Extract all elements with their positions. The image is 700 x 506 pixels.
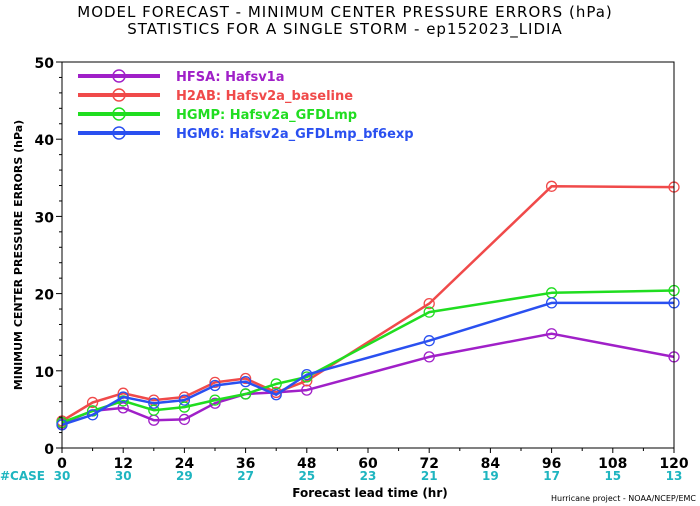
series-point-0-8 bbox=[301, 384, 313, 396]
case-count-24: 29 bbox=[176, 469, 193, 483]
legend-label-3: HGM6: Hafsv2a_GFDLmp_bf6exp bbox=[176, 127, 414, 142]
case-label: #CASE bbox=[0, 469, 45, 483]
series-point-0-4 bbox=[178, 413, 191, 426]
legend-marker-3 bbox=[112, 126, 126, 140]
series-point-2-9 bbox=[423, 306, 435, 318]
x-tick-label-60: 60 bbox=[358, 456, 378, 472]
series-layer bbox=[56, 180, 680, 431]
series-point-3-5 bbox=[209, 379, 221, 392]
case-count-72: 21 bbox=[421, 469, 438, 483]
x-tick-label-108: 108 bbox=[598, 456, 627, 472]
x-tick-label-12: 12 bbox=[113, 456, 132, 472]
x-tick-label-24: 24 bbox=[175, 456, 195, 472]
series-point-1-1 bbox=[86, 396, 99, 409]
x-tick-label-84: 84 bbox=[481, 456, 501, 472]
series-line-3 bbox=[61, 301, 674, 426]
series-point-3-10 bbox=[545, 297, 558, 309]
series-point-3-8 bbox=[301, 369, 313, 381]
case-count-84: 19 bbox=[482, 469, 499, 483]
chart-title-line-1: MODEL FORECAST - MINIMUM CENTER PRESSURE… bbox=[77, 3, 613, 21]
x-tick-label-96: 96 bbox=[542, 456, 561, 472]
y-tick-label-0: 0 bbox=[44, 442, 54, 458]
credit-text: Hurricane project - NOAA/NCEP/EMC bbox=[551, 494, 696, 503]
y-tick-label-20: 20 bbox=[35, 288, 55, 304]
series-point-3-1 bbox=[86, 409, 99, 421]
case-count-96: 17 bbox=[543, 469, 560, 483]
x-tick-label-120: 120 bbox=[659, 456, 688, 472]
case-count-120: 13 bbox=[666, 469, 683, 483]
legend-marker-0 bbox=[112, 69, 126, 83]
y-tick-label-30: 30 bbox=[35, 210, 55, 226]
case-count-0: 30 bbox=[54, 469, 71, 483]
series-point-1-9 bbox=[423, 297, 435, 310]
legend-label-1: H2AB: Hafsv2a_baseline bbox=[176, 89, 353, 104]
series-point-3-6 bbox=[239, 375, 252, 388]
series-point-2-6 bbox=[239, 388, 252, 400]
series-point-3-7 bbox=[270, 389, 282, 401]
series-point-3-3 bbox=[148, 397, 160, 409]
series-point-1-10 bbox=[545, 180, 558, 192]
case-counts: 30 30 29 27 25 23 21 19 17 15 13 bbox=[54, 469, 683, 483]
legend-label-0: HFSA: Hafsv1a bbox=[176, 70, 285, 85]
case-count-108: 15 bbox=[604, 469, 621, 483]
series-point-0-5 bbox=[209, 397, 221, 409]
y-tick-label-40: 40 bbox=[35, 133, 55, 149]
case-count-60: 23 bbox=[360, 469, 377, 483]
x-axis-label: Forecast lead time (hr) bbox=[292, 486, 448, 500]
plot-frame bbox=[61, 61, 675, 449]
x-tick-label-36: 36 bbox=[236, 456, 255, 472]
series-point-2-4 bbox=[178, 401, 191, 413]
y-axis-label: MINIMUM CENTER PRESSURE ERRORS (hPa) bbox=[12, 120, 25, 390]
series-point-0-2 bbox=[117, 402, 129, 414]
legend-marker-1 bbox=[112, 88, 126, 102]
legend-label-2: HGMP: Hafsv2a_GFDLmp bbox=[176, 108, 357, 123]
case-count-48: 25 bbox=[298, 469, 315, 483]
y-tick-label-10: 10 bbox=[35, 365, 55, 381]
series-point-2-3 bbox=[148, 404, 160, 416]
series-point-3-2 bbox=[117, 391, 129, 403]
case-count-12: 30 bbox=[115, 469, 132, 483]
x-tick-label-72: 72 bbox=[419, 456, 438, 472]
series-point-1-6 bbox=[239, 372, 252, 385]
y-tick-label-50: 50 bbox=[35, 56, 55, 72]
series-point-1-5 bbox=[209, 376, 221, 389]
x-tick-label-0: 0 bbox=[57, 456, 67, 472]
chart-title-line-2: STATISTICS FOR A SINGLE STORM - ep152023… bbox=[127, 20, 562, 39]
series-point-3-9 bbox=[423, 335, 435, 347]
legend: HFSA: Hafsv1a H2AB: Hafsv2a_baseline HGMP:… bbox=[78, 69, 414, 142]
series-point-3-4 bbox=[178, 394, 191, 406]
x-tick-label-48: 48 bbox=[297, 456, 316, 472]
legend-marker-2 bbox=[112, 107, 126, 121]
series-point-2-5 bbox=[209, 394, 221, 406]
axes: 0 10 20 30 40 50 0 12 24 36 48 60 72 84 96 108 120 bbox=[35, 56, 689, 472]
series-point-0-9 bbox=[423, 351, 435, 363]
series-point-2-7 bbox=[270, 378, 282, 390]
series-point-0-10 bbox=[545, 328, 558, 340]
case-count-36: 27 bbox=[237, 469, 254, 483]
